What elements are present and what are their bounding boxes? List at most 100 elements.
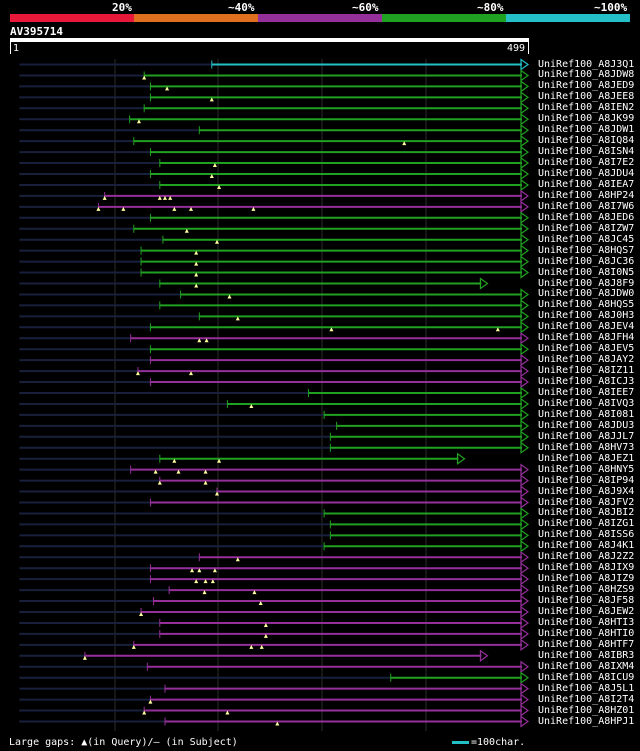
hit-arrow [520,430,530,443]
hit-label[interactable]: UniRef100_A8HTF7 [538,638,635,650]
hit-arrow [520,233,530,246]
hit-arrow [520,375,530,389]
hit-label[interactable]: UniRef100_A8I2T4 [538,693,635,705]
query-gap-marker [153,469,158,474]
hit-label[interactable]: UniRef100_A8JIX9 [538,562,635,574]
hit-label[interactable]: UniRef100_A8IXM4 [538,660,635,672]
hit-label[interactable]: UniRef100_A8IEN2 [538,102,635,114]
query-gap-marker [203,480,208,485]
hit-label[interactable]: UniRef100_A8JFV2 [538,496,635,508]
hit-label[interactable]: UniRef100_A8JEE8 [538,91,635,103]
hit-label[interactable]: UniRef100_A8HQS5 [538,299,635,311]
hit-arrow [520,200,530,214]
hit-label[interactable]: UniRef100_A8I7W6 [538,200,635,212]
scale-label: ~40% [228,1,255,14]
hit-arrow [520,266,530,279]
hit-label[interactable]: UniRef100_A8JEV5 [538,343,635,355]
hit-label[interactable]: UniRef100_A8J4K1 [538,540,635,552]
hit-label[interactable]: UniRef100_A8JBI2 [538,507,635,519]
hit-label[interactable]: UniRef100_A8JDW1 [538,124,635,136]
hit-label[interactable]: UniRef100_A8HTI0 [538,627,635,639]
hit-label[interactable]: UniRef100_A8J0H3 [538,310,635,322]
hit-label[interactable]: UniRef100_A8J3Q1 [538,58,635,70]
hit-arrow [520,299,530,312]
hit-label[interactable]: UniRef100_A8HPJ1 [538,715,635,727]
hit-label[interactable]: UniRef100_A8IEE7 [538,387,635,398]
query-gap-marker [204,338,209,343]
query-gap-marker [203,469,208,474]
hit-label[interactable]: UniRef100_A8IP94 [538,474,635,486]
hit-label[interactable]: UniRef100_A8I0N5 [538,266,635,278]
query-gap-marker [495,327,500,332]
hit-arrow [520,496,530,509]
hit-label[interactable]: UniRef100_A8ICU9 [538,671,635,683]
hit-arrow [520,474,530,487]
hit-label[interactable]: UniRef100_A8JDU4 [538,168,635,179]
hit-label[interactable]: UniRef100_A8HP24 [538,189,635,201]
ruler-start: 1 [13,43,20,54]
hit-arrow [520,178,530,192]
hit-label[interactable]: UniRef100_A8ISS6 [538,529,635,541]
hit-label[interactable]: UniRef100_A8JDW8 [538,69,635,81]
hit-label[interactable]: UniRef100_A8JEW2 [538,606,635,617]
query-gap-marker [148,699,153,704]
hit-label[interactable]: UniRef100_A8IZW7 [538,222,635,234]
hit-label[interactable]: UniRef100_A8J5L1 [538,682,635,694]
hit-label[interactable]: UniRef100_A8JF58 [538,595,635,607]
query-gap-marker [263,622,268,627]
hit-label[interactable]: UniRef100_A8J8F9 [538,277,635,289]
query-gap-marker [258,601,263,606]
hit-label[interactable]: UniRef100_A8HQS7 [538,244,635,256]
hit-label[interactable]: UniRef100_A8I7E2 [538,157,635,169]
hit-label[interactable]: UniRef100_A8IZ11 [538,365,635,377]
hit-label[interactable]: UniRef100_A8JC36 [538,255,635,267]
hit-arrow [520,80,530,93]
hit-label[interactable]: UniRef100_A8IEA7 [538,178,635,190]
hit-label[interactable]: UniRef100_A8IQ84 [538,135,635,147]
hit-label[interactable]: UniRef100_A8ICJ3 [538,376,635,388]
hit-label[interactable]: UniRef100_A8JEV4 [538,321,635,333]
query-gap-marker [190,568,195,573]
query-gap-marker [251,206,256,211]
hit-label[interactable]: UniRef100_A8JDW0 [538,288,635,300]
hit-label[interactable]: UniRef100_A8HZ01 [538,704,635,716]
hit-label[interactable]: UniRef100_A8JAY2 [538,354,635,366]
hit-arrow [520,682,530,695]
hit-label[interactable]: UniRef100_A8JED6 [538,211,635,223]
hit-label[interactable]: UniRef100_A8ISN4 [538,146,635,158]
scale-band-3 [258,14,382,22]
hit-label[interactable]: UniRef100_A8JK99 [538,113,635,125]
hit-label[interactable]: UniRef100_A8JIZ9 [538,573,635,585]
query-gap-marker [214,239,219,244]
ruler-end: 499 [507,43,526,54]
hit-label[interactable]: UniRef100_A8HV73 [538,441,635,453]
query-gap-marker [139,612,144,616]
hit-label[interactable]: UniRef100_A8HTI3 [538,616,635,628]
query-gap-marker [121,206,126,211]
hit-label[interactable]: UniRef100_A8JC45 [538,233,635,245]
query-gap-marker [197,568,202,573]
hit-label[interactable]: UniRef100_A8IBR3 [538,649,635,661]
hit-label[interactable]: UniRef100_A8I081 [538,408,635,420]
query-gap-marker [102,195,107,200]
query-gap-marker [184,228,189,233]
hit-label[interactable]: UniRef100_A8JEZ1 [538,452,635,464]
query-gap-marker [136,119,141,124]
hit-label[interactable]: UniRef100_A8HNY5 [538,463,635,475]
hit-label[interactable]: UniRef100_A8HZS9 [538,584,635,596]
hit-label[interactable]: UniRef100_A8JJL7 [538,430,635,442]
hit-label[interactable]: UniRef100_A8JFH4 [538,332,635,344]
hit-arrow [520,189,530,203]
hit-label[interactable]: UniRef100_A8J2Z2 [538,551,635,563]
hit-label[interactable]: UniRef100_A8J9X4 [538,485,635,497]
hit-arrow [520,91,530,104]
query-gap-marker [227,294,232,299]
query-gap-marker [135,371,140,376]
query-gap-marker [203,579,208,584]
hit-label[interactable]: UniRef100_A8IVQ3 [538,397,635,409]
hit-arrow [520,222,530,235]
hit-label[interactable]: UniRef100_A8JDU3 [538,419,635,431]
hit-label[interactable]: UniRef100_A8JED9 [538,80,635,92]
hit-label[interactable]: UniRef100_A8IZG1 [538,518,635,530]
